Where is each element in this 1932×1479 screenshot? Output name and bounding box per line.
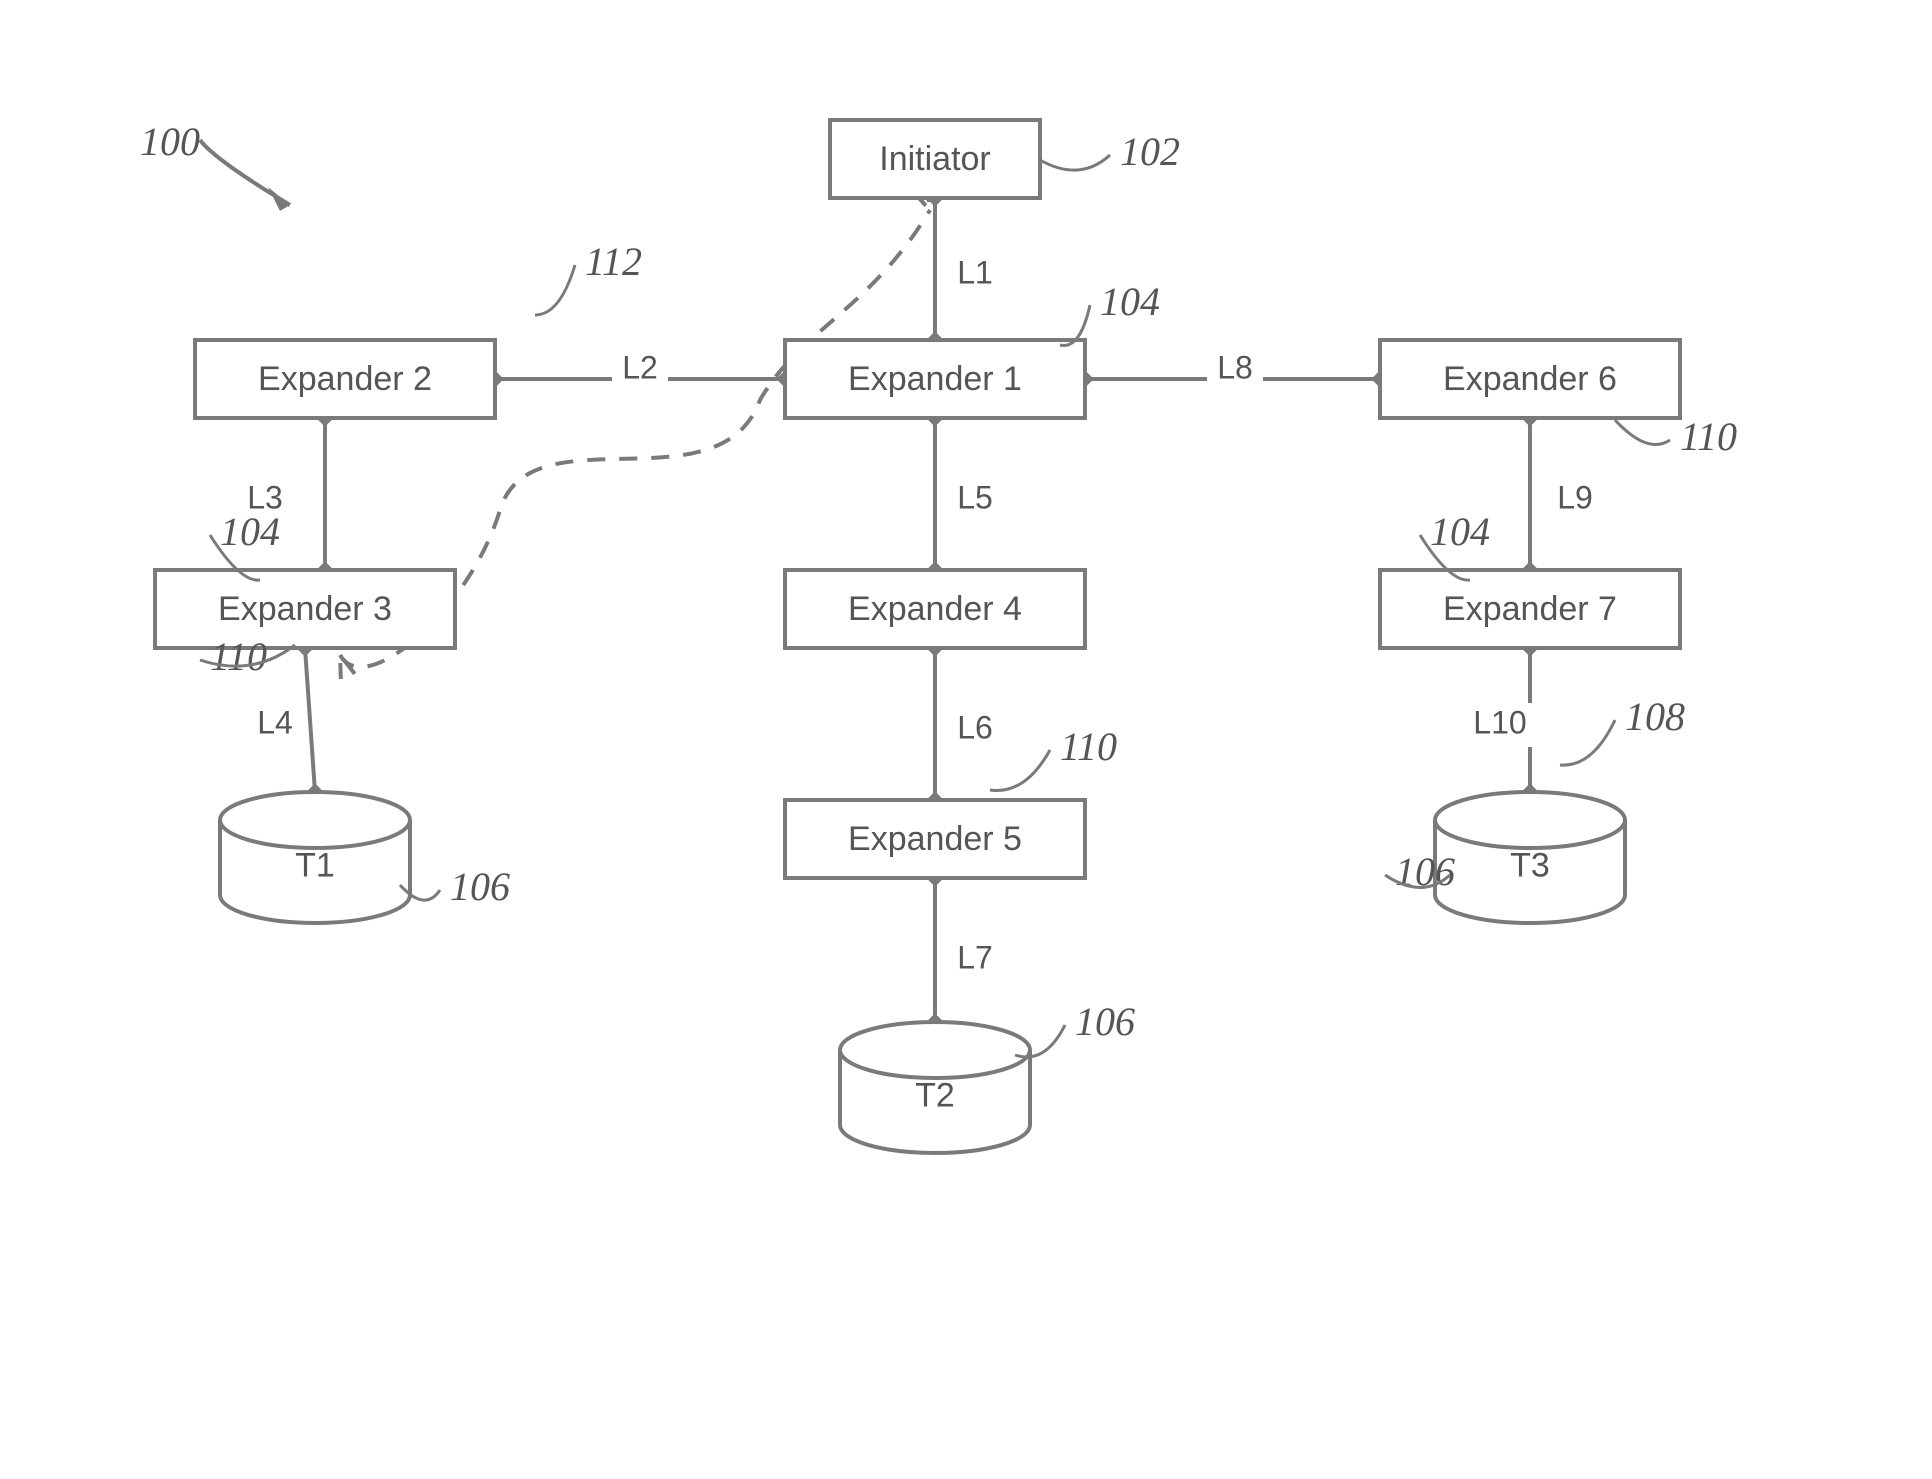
edge-label-L6: L6 xyxy=(957,709,993,745)
ref-label-106: 106 xyxy=(1075,999,1135,1044)
edge-label-L2: L2 xyxy=(622,349,658,385)
edge-label-L1: L1 xyxy=(957,254,993,290)
ref-label-104: 104 xyxy=(220,509,280,554)
node-label-t2: T2 xyxy=(915,1076,955,1114)
edge-label-L4: L4 xyxy=(257,704,293,740)
node-expander7: Expander 7 xyxy=(1380,570,1680,648)
node-label-expander4: Expander 4 xyxy=(848,590,1022,628)
node-initiator: Initiator xyxy=(830,120,1040,198)
edge-label-L9: L9 xyxy=(1557,479,1593,515)
node-expander5: Expander 5 xyxy=(785,800,1085,878)
node-t1: T1 xyxy=(220,792,410,923)
node-label-expander6: Expander 6 xyxy=(1443,360,1617,398)
node-expander3: Expander 3 xyxy=(155,570,455,648)
ref-label-102: 102 xyxy=(1120,129,1180,174)
node-expander6: Expander 6 xyxy=(1380,340,1680,418)
nodes-layer: Initiator Expander 1 Expander 2 Expander 6 E… xyxy=(155,120,1680,1153)
node-t3: T3 xyxy=(1435,792,1625,923)
ref-label-110: 110 xyxy=(1060,724,1117,769)
node-label-expander5: Expander 5 xyxy=(848,820,1022,858)
ref-label-100: 100 xyxy=(140,119,200,164)
ref-leader xyxy=(1560,720,1615,765)
node-label-t3: T3 xyxy=(1510,846,1550,884)
ref-label-104: 104 xyxy=(1430,509,1490,554)
ref-label-104: 104 xyxy=(1100,279,1160,324)
ref-leader xyxy=(1040,155,1110,170)
ref-leader xyxy=(535,265,575,315)
node-t2: T2 xyxy=(840,1022,1030,1153)
ref-label-112: 112 xyxy=(585,239,642,284)
ref-label-108: 108 xyxy=(1625,694,1685,739)
node-label-expander1: Expander 1 xyxy=(848,360,1022,398)
edge-label-L5: L5 xyxy=(957,479,993,515)
edge-label-L10: L10 xyxy=(1473,704,1526,740)
ref-leader xyxy=(1615,420,1670,445)
ref-label-110: 110 xyxy=(1680,414,1737,459)
node-label-expander2: Expander 2 xyxy=(258,360,432,398)
edge-label-L7: L7 xyxy=(957,939,993,975)
node-label-t1: T1 xyxy=(295,846,335,884)
node-label-expander3: Expander 3 xyxy=(218,590,392,628)
node-expander1: Expander 1 xyxy=(785,340,1085,418)
node-label-initiator: Initiator xyxy=(879,140,991,178)
ref-label-106: 106 xyxy=(450,864,510,909)
ref-leader xyxy=(990,750,1050,791)
ref-label-110: 110 xyxy=(210,634,267,679)
edge-L4 xyxy=(305,648,315,792)
network-diagram: L1L2L8L3L5L9L4L6L10L7InitiatorExpander 1… xyxy=(0,0,1932,1479)
node-expander4: Expander 4 xyxy=(785,570,1085,648)
edge-label-L8: L8 xyxy=(1217,349,1253,385)
node-label-expander7: Expander 7 xyxy=(1443,590,1617,628)
node-expander2: Expander 2 xyxy=(195,340,495,418)
